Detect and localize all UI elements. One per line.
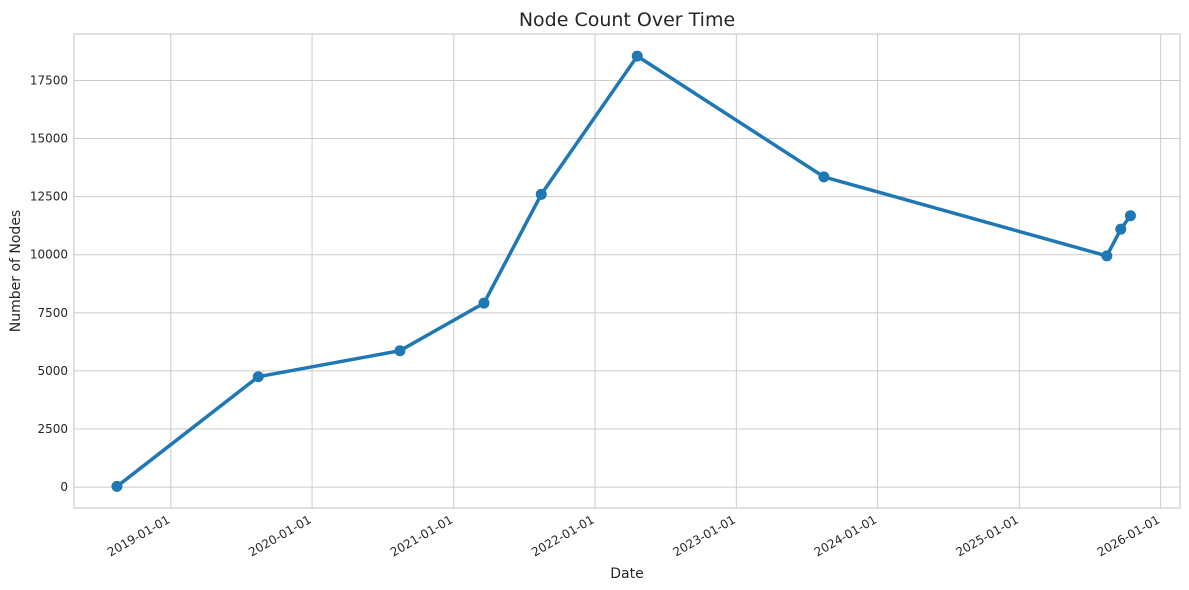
x-tick-label-6: 2025-01-01 (953, 512, 1020, 559)
x-tick-label-7: 2026-01-01 (1095, 512, 1162, 559)
x-tick-label-2: 2021-01-01 (388, 512, 455, 559)
data-point-6 (818, 171, 830, 183)
data-point-1 (252, 371, 264, 383)
x-tick-label-1: 2020-01-01 (246, 512, 313, 559)
x-axis-label: Date (610, 566, 643, 582)
data-point-0 (111, 480, 123, 492)
x-tick-label-0: 2019-01-01 (105, 512, 172, 559)
data-point-7 (1101, 250, 1113, 262)
y-tick-label-6: 15000 (30, 132, 68, 146)
x-tick-label-5: 2024-01-01 (812, 512, 879, 559)
data-point-3 (478, 297, 490, 309)
data-point-2 (394, 345, 406, 357)
x-tick-label-3: 2022-01-01 (529, 512, 596, 559)
y-tick-label-4: 10000 (30, 248, 68, 262)
y-tick-labels: 0 2500 5000 7500 10000 12500 15000 17500 (30, 73, 68, 494)
y-tick-label-1: 2500 (37, 422, 68, 436)
series-layer (111, 50, 1136, 492)
data-point-5 (631, 50, 643, 62)
data-point-8 (1115, 223, 1127, 235)
plot-frame (73, 33, 1181, 509)
x-tick-label-4: 2023-01-01 (670, 512, 737, 559)
y-tick-label-7: 17500 (30, 73, 68, 87)
y-tick-label-0: 0 (60, 480, 68, 494)
y-tick-label-5: 12500 (30, 190, 68, 204)
y-axis-label: Number of Nodes (8, 210, 24, 332)
y-tick-label-3: 7500 (37, 306, 68, 320)
chart-title: Node Count Over Time (519, 9, 735, 31)
x-tick-labels: 2019-01-01 2020-01-01 2021-01-01 2022-01-01… (105, 512, 1162, 559)
series-line-0 (115, 54, 1133, 489)
y-tick-label-2: 5000 (37, 364, 68, 378)
data-point-4 (535, 188, 547, 200)
grid-lines (74, 34, 1180, 508)
data-point-9 (1124, 210, 1136, 222)
